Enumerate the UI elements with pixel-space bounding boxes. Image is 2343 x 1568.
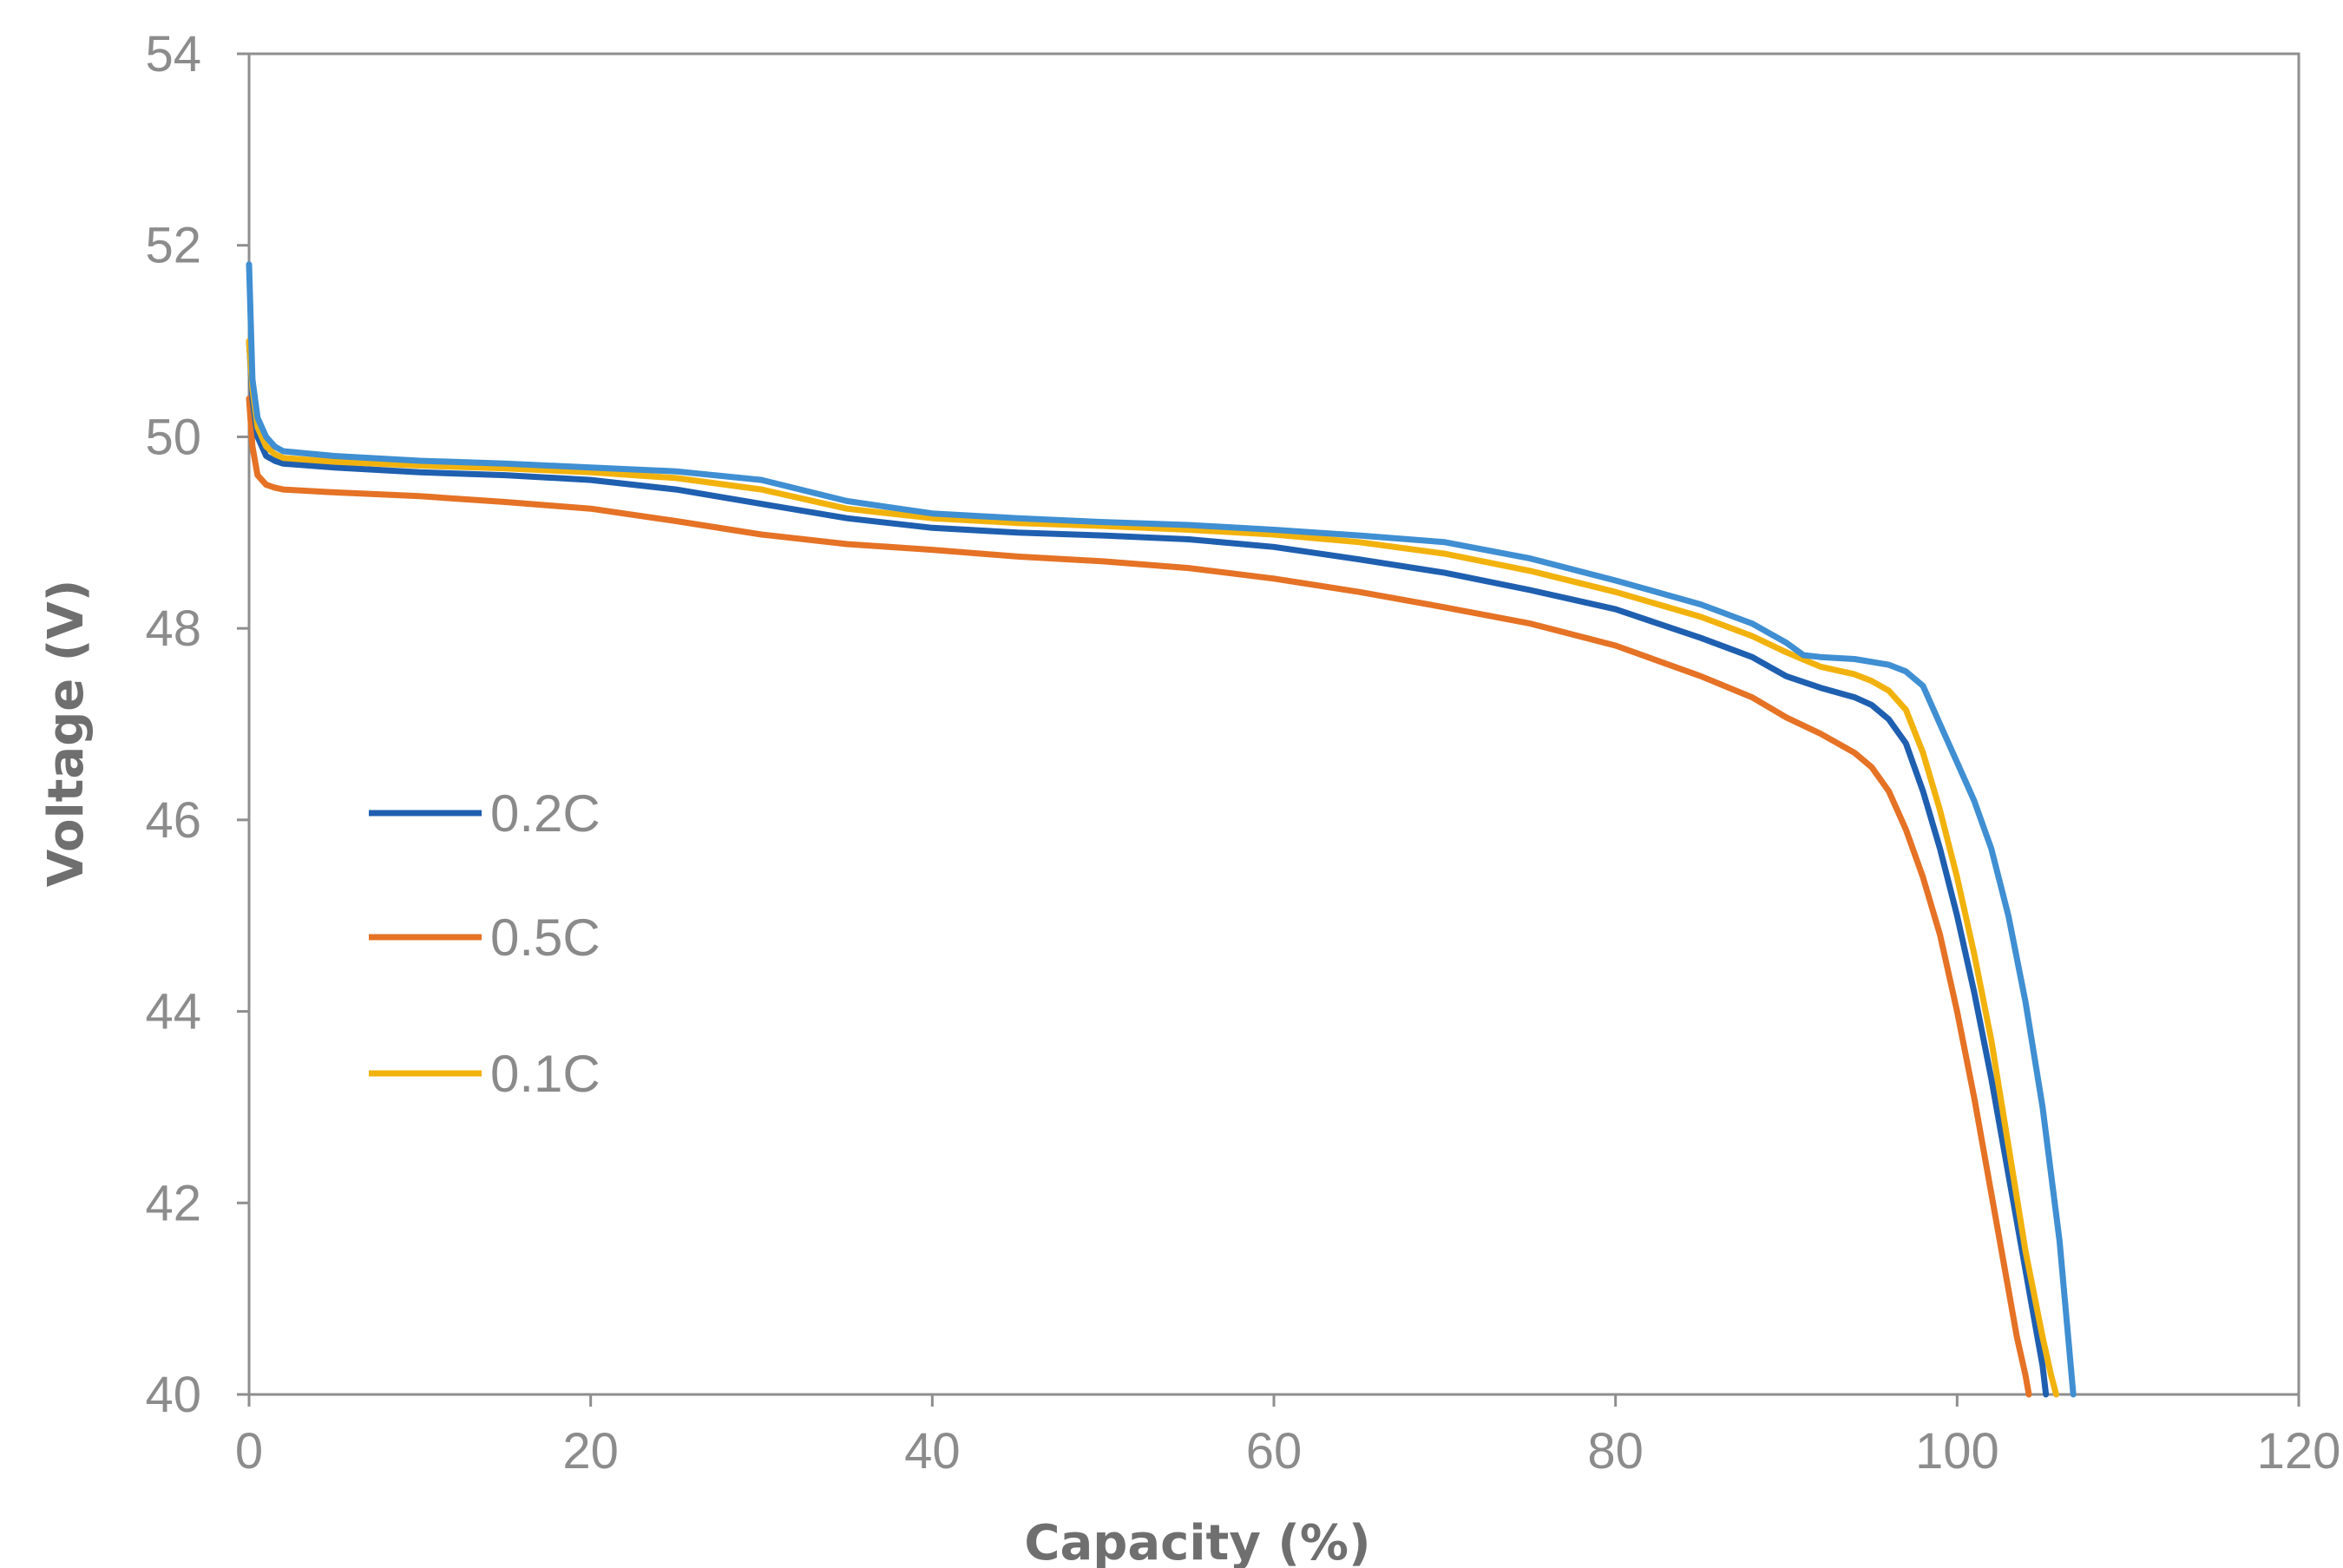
x-tick-label: 20 bbox=[562, 1423, 619, 1479]
x-tick-label: 0 bbox=[235, 1423, 263, 1479]
y-tick-label: 52 bbox=[145, 218, 201, 274]
y-tick-label: 40 bbox=[145, 1367, 201, 1423]
x-tick-label: 100 bbox=[1915, 1423, 1999, 1479]
legend-label: 0.2C bbox=[490, 784, 601, 843]
y-tick-label: 50 bbox=[145, 409, 201, 465]
y-tick-label: 44 bbox=[145, 984, 201, 1040]
series-line-0-1C bbox=[246, 338, 2059, 1398]
x-tick-label: 80 bbox=[1587, 1423, 1644, 1479]
series-line-unlabeled bbox=[246, 261, 2077, 1398]
y-tick-label: 46 bbox=[145, 792, 201, 849]
legend-label: 0.5C bbox=[490, 909, 601, 967]
y-tick-label: 54 bbox=[145, 26, 201, 82]
series-layer bbox=[246, 261, 2077, 1398]
x-tick-label: 40 bbox=[904, 1423, 961, 1479]
y-axis-ticks: 40 42 44 46 48 50 52 54 bbox=[145, 26, 249, 1423]
legend-label: 0.1C bbox=[490, 1045, 601, 1103]
y-axis-title: Voltage (V) bbox=[38, 580, 95, 888]
x-axis-title: Capacity (%) bbox=[1024, 1515, 1370, 1568]
y-tick-label: 42 bbox=[145, 1175, 201, 1231]
y-tick-label: 48 bbox=[145, 600, 201, 657]
x-tick-label: 120 bbox=[2257, 1423, 2341, 1479]
x-axis-ticks: 0 20 40 60 80 100 120 bbox=[235, 1394, 2341, 1479]
x-tick-label: 60 bbox=[1246, 1423, 1303, 1479]
legend: 0.2C 0.5C 0.1C bbox=[369, 784, 601, 1103]
series-line-0-2C bbox=[246, 338, 2050, 1398]
series-line-0-5C bbox=[246, 395, 2032, 1398]
